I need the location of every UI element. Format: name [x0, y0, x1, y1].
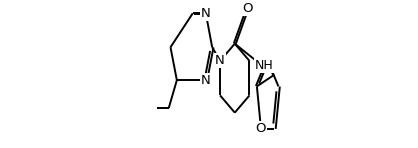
- Text: O: O: [256, 122, 266, 135]
- Text: N: N: [215, 54, 225, 67]
- Text: N: N: [201, 7, 211, 20]
- Text: N: N: [201, 74, 211, 87]
- Text: O: O: [242, 2, 253, 15]
- Text: NH: NH: [255, 59, 274, 72]
